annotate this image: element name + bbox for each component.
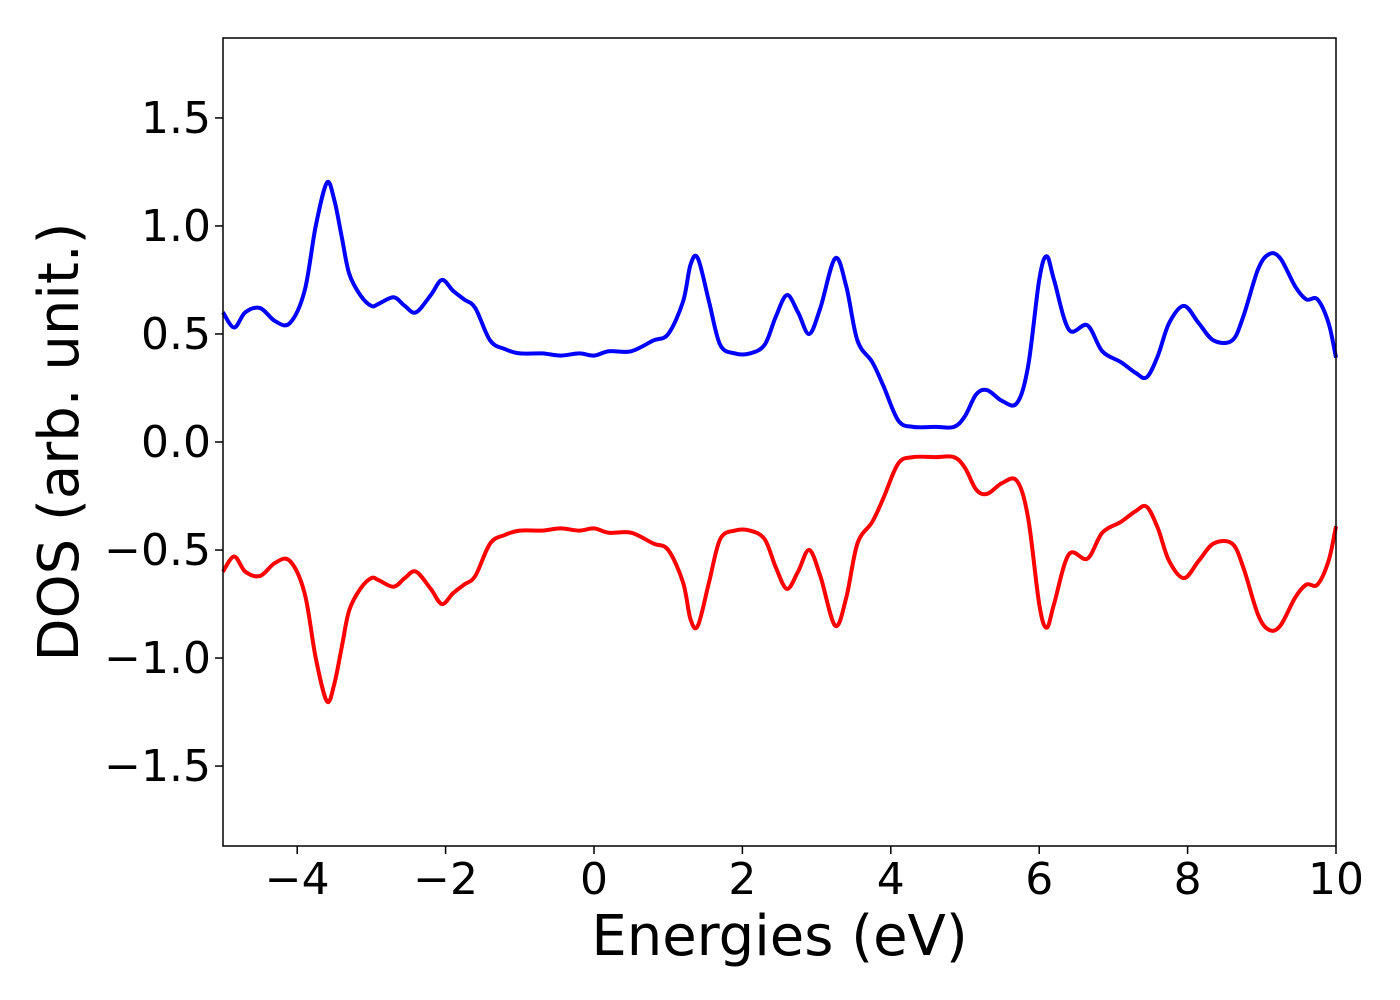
- y-tick-label: −1.0: [104, 633, 211, 684]
- y-tick-label: 0.5: [141, 309, 211, 360]
- y-axis-ticks: 1.5 1.0 0.5 0.0 −0.5 −1.0 −1.5: [104, 93, 223, 792]
- x-axis-ticks: −4 −2 0 2 4 6 8 10: [265, 846, 1364, 905]
- series-line-1: [221, 179, 1338, 430]
- y-tick-label: −0.5: [104, 525, 211, 576]
- y-axis-label: DOS (arb. unit.): [27, 222, 92, 661]
- y-tick-label: −1.5: [104, 741, 211, 792]
- x-axis-label: Energies (eV): [591, 904, 967, 969]
- x-tick-label: 8: [1174, 854, 1202, 905]
- series-layer: [221, 179, 1338, 705]
- y-tick-label: 1.0: [141, 201, 211, 252]
- x-tick-label: 4: [877, 854, 905, 905]
- y-tick-label: 0.0: [141, 417, 211, 468]
- x-tick-label: 0: [580, 854, 608, 905]
- series-line-2: [221, 454, 1338, 705]
- x-tick-label: −2: [413, 854, 478, 905]
- x-tick-label: −4: [265, 854, 330, 905]
- x-tick-label: 2: [728, 854, 756, 905]
- x-tick-label: 10: [1308, 854, 1364, 905]
- y-tick-label: 1.5: [141, 93, 211, 144]
- x-tick-label: 6: [1025, 854, 1053, 905]
